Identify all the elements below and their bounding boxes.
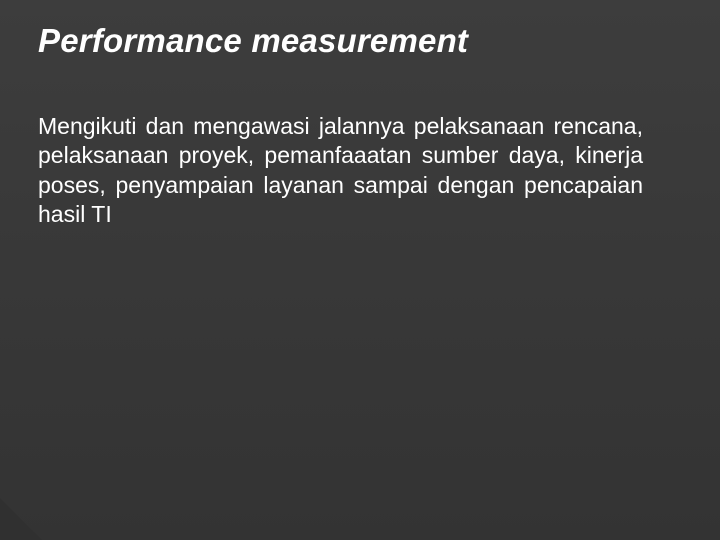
slide-body-text: Mengikuti dan mengawasi jalannya pelaksa… — [38, 112, 643, 230]
slide-title: Performance measurement — [38, 22, 682, 60]
corner-accent-decoration — [0, 498, 42, 540]
slide-container: Performance measurement Mengikuti dan me… — [0, 0, 720, 540]
